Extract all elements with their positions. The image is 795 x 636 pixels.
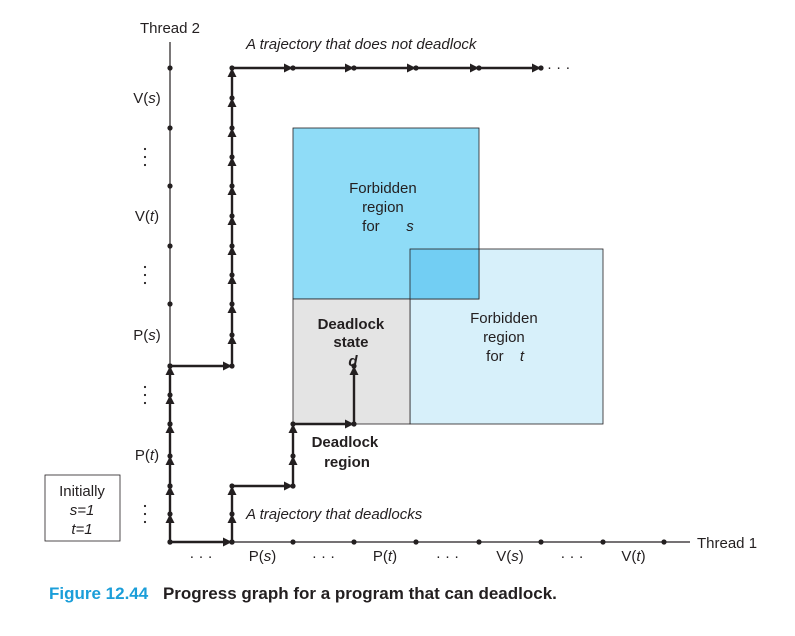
y-tick-ellipsis (143, 147, 147, 167)
progress-graph: Forbidden region for s Forbidden region … (44, 20, 757, 565)
initially-title: Initially (59, 483, 105, 500)
x-tick-p-t: P(t) (373, 548, 397, 565)
x-tick-point-5 (476, 539, 482, 545)
x-tick-point-2 (290, 539, 296, 545)
y-tick-v-t: V(t) (135, 208, 159, 225)
trajectory-deadlock-label: A trajectory that deadlocks (245, 506, 423, 523)
forbidden-overlap-region (409, 248, 480, 300)
forbidden-s-label: Forbidden region for s (349, 180, 421, 235)
y-tick-point-7 (167, 125, 173, 131)
trajectory-no-deadlock-label: A trajectory that does not deadlock (245, 36, 478, 53)
x-tick-point-4 (413, 539, 419, 545)
x-tick-v-s: V(s) (496, 548, 524, 565)
initially-s-value: s=1 (70, 502, 95, 519)
y-tick-ellipsis (143, 385, 147, 405)
x-axis-label: Thread 1 (697, 535, 757, 552)
initially-t-value: t=1 (71, 521, 92, 538)
y-tick-labels: P(t) P(s) V(t) V(s) (133, 90, 161, 524)
y-tick-point-5 (167, 243, 173, 249)
y-tick-point-4 (167, 301, 173, 307)
x-tick-point-8 (661, 539, 667, 545)
x-tick-labels: · · · P(s) · · · P(t) · · · V(s) · · · V(t) (189, 548, 645, 565)
x-tick-v-t: V(t) (621, 548, 645, 565)
deadlock-state-region (292, 298, 411, 425)
y-tick-p-t: P(t) (135, 447, 159, 464)
y-axis-label: Thread 2 (140, 20, 200, 37)
trajectory-no-deadlock (165, 63, 544, 545)
y-tick-point-6 (167, 183, 173, 189)
figure-number: Figure 12.44 (49, 584, 149, 603)
x-tick-ellipsis: · · · (560, 548, 583, 565)
x-tick-point-6 (538, 539, 544, 545)
regions (292, 127, 604, 425)
y-tick-ellipsis (143, 504, 147, 524)
initially-box-frame (44, 474, 121, 542)
y-tick-point-8 (167, 65, 173, 71)
y-tick-v-s: V(s) (133, 90, 161, 107)
deadlock-state-label: Deadlock state d (318, 316, 389, 370)
y-tick-ellipsis (143, 265, 147, 285)
figure-caption: Figure 12.44 Progress graph for a progra… (49, 584, 557, 604)
initially-box: Initially s=1 t=1 (44, 474, 121, 542)
trajectory-continuation-dots: · · · (547, 59, 570, 76)
x-tick-ellipsis: · · · (189, 548, 212, 565)
deadlock-region-label: Deadlock region (312, 434, 383, 471)
x-tick-point-7 (600, 539, 606, 545)
x-tick-point-3 (351, 539, 357, 545)
trajectory-deadlock (167, 363, 359, 547)
forbidden-t-label: Forbidden region for t (470, 310, 542, 365)
y-tick-p-s: P(s) (133, 327, 161, 344)
x-tick-ellipsis: · · · (436, 548, 459, 565)
figure-title: Progress graph for a program that can de… (162, 584, 557, 603)
x-tick-ellipsis: · · · (312, 548, 335, 565)
x-tick-p-s: P(s) (249, 548, 277, 565)
